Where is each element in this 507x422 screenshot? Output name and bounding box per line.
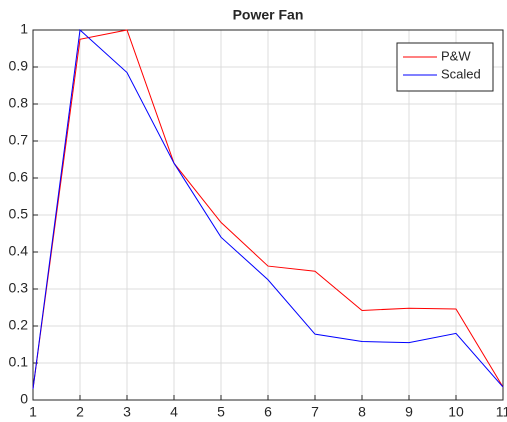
y-tick-label: 0.9 [9, 58, 29, 74]
x-tick-label: 6 [264, 404, 272, 420]
y-tick-label: 0.3 [9, 280, 29, 296]
legend-label: Scaled [441, 66, 481, 81]
y-tick-label: 0.4 [9, 243, 29, 259]
legend-label: P&W [441, 48, 471, 63]
x-tick-label: 1 [29, 404, 37, 420]
line-series [32, 28, 504, 389]
y-tick-label: 0.8 [9, 95, 29, 111]
y-tick-label: 0.6 [9, 169, 29, 185]
y-tick-label: 0.2 [9, 317, 29, 333]
plot-frame [32, 29, 504, 401]
x-tick-label: 4 [170, 404, 178, 420]
y-tick-label: 0.1 [9, 354, 29, 370]
y-tick-label: 1 [20, 21, 28, 37]
y-tick-label: 0 [20, 391, 28, 407]
x-tick-label: 5 [217, 404, 225, 420]
legend-box [396, 42, 494, 92]
chart-title: Power Fan [233, 7, 304, 23]
line-series [32, 29, 504, 389]
x-tick-label: 8 [358, 404, 366, 420]
y-tick-label: 0.5 [9, 206, 29, 222]
x-tick-label: 11 [496, 404, 507, 420]
x-tick-label: 9 [405, 404, 413, 420]
x-tick-label: 7 [311, 404, 319, 420]
x-tick-label: 3 [123, 404, 131, 420]
x-tick-label: 10 [448, 404, 464, 420]
y-tick-label: 0.7 [9, 132, 29, 148]
x-tick-label: 2 [76, 404, 84, 420]
